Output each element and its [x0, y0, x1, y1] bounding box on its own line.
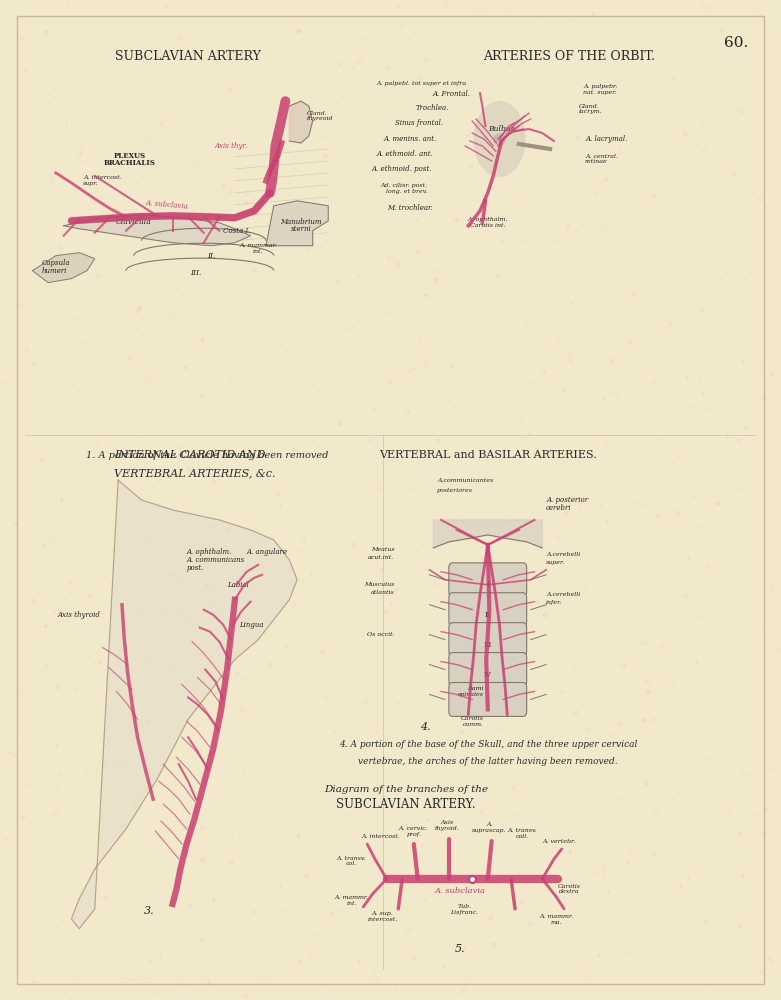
- Text: A.cerebelli: A.cerebelli: [546, 552, 580, 557]
- Polygon shape: [433, 520, 542, 548]
- Text: 60.: 60.: [724, 36, 748, 50]
- Text: Capsula: Capsula: [42, 259, 70, 267]
- FancyBboxPatch shape: [449, 623, 526, 657]
- Text: A. subclavia: A. subclavia: [145, 199, 189, 211]
- Text: Lingua: Lingua: [239, 621, 263, 629]
- FancyBboxPatch shape: [449, 653, 526, 686]
- Text: A. palpebl. tot super et infra: A. palpebl. tot super et infra: [376, 81, 467, 86]
- Text: Meatus: Meatus: [371, 547, 394, 552]
- FancyBboxPatch shape: [449, 682, 526, 716]
- Text: super.: super.: [546, 560, 565, 565]
- Text: ARTERIES OF THE ORBIT.: ARTERIES OF THE ORBIT.: [483, 50, 655, 63]
- Text: A. palpebr.
nat. super.: A. palpebr. nat. super.: [583, 84, 618, 95]
- Text: I: I: [487, 581, 489, 589]
- Text: A. intercost.: A. intercost.: [361, 834, 400, 839]
- Text: post.: post.: [187, 564, 204, 572]
- Text: BRACHIALIS: BRACHIALIS: [104, 159, 155, 167]
- Text: Costa I.: Costa I.: [223, 227, 251, 235]
- Text: Sinus frontal.: Sinus frontal.: [394, 119, 443, 127]
- Text: vertebrae, the arches of the latter having been removed.: vertebrae, the arches of the latter havi…: [358, 757, 618, 766]
- Text: INTERNAL CAROTID AND: INTERNAL CAROTID AND: [114, 450, 266, 460]
- Text: Trochlea.: Trochlea.: [415, 104, 449, 112]
- Text: A. angulare: A. angulare: [247, 548, 287, 556]
- Text: A. communicans: A. communicans: [187, 556, 245, 564]
- Text: Labial: Labial: [227, 581, 249, 589]
- Text: Tub.
Lisfranc.: Tub. Lisfranc.: [451, 904, 479, 915]
- Text: VERTEBRAL and BASILAR ARTERIES.: VERTEBRAL and BASILAR ARTERIES.: [379, 450, 597, 460]
- Text: III.: III.: [191, 269, 201, 277]
- Text: posteriores: posteriores: [437, 488, 473, 493]
- Text: A. mammr.
ma.: A. mammr. ma.: [539, 914, 573, 925]
- Text: A. vertebr.: A. vertebr.: [543, 839, 576, 844]
- Text: humeri: humeri: [42, 267, 67, 275]
- Text: A. ethmoid. ant.: A. ethmoid. ant.: [376, 150, 433, 158]
- Text: A. intercost.
supr.: A. intercost. supr.: [83, 175, 122, 186]
- Text: Manubrium: Manubrium: [280, 218, 322, 226]
- Text: Carotis
comm.: Carotis comm.: [461, 716, 484, 727]
- Text: Os occit.: Os occit.: [367, 632, 394, 637]
- Text: VERTEBRAL ARTERIES, &c.: VERTEBRAL ARTERIES, &c.: [114, 468, 276, 478]
- Text: A. subclavia: A. subclavia: [435, 887, 486, 895]
- Polygon shape: [266, 201, 328, 246]
- Text: Diagram of the branches of the: Diagram of the branches of the: [324, 785, 488, 794]
- Text: 4.: 4.: [420, 722, 431, 732]
- Text: Axis thyroid: Axis thyroid: [58, 611, 100, 619]
- Text: sterni: sterni: [291, 225, 312, 233]
- Text: II: II: [485, 611, 490, 619]
- Text: A. ethmoid. post.: A. ethmoid. post.: [371, 165, 432, 173]
- Text: 4. A portion of the base of the Skull, and the three upper cervical: 4. A portion of the base of the Skull, a…: [339, 740, 637, 749]
- Text: cerebri: cerebri: [546, 504, 572, 512]
- Text: A.communicantes: A.communicantes: [437, 478, 494, 483]
- Text: A.cerebelli: A.cerebelli: [546, 592, 580, 597]
- Text: 5.: 5.: [455, 944, 465, 954]
- FancyBboxPatch shape: [449, 593, 526, 627]
- Text: atlantis: atlantis: [371, 590, 394, 595]
- Text: IV: IV: [484, 671, 492, 679]
- Text: Bulbus: Bulbus: [488, 125, 515, 133]
- Text: A. cervic.
prof.: A. cervic. prof.: [399, 826, 429, 837]
- Text: Clavicula: Clavicula: [116, 218, 152, 226]
- Text: Rami
spinales: Rami spinales: [458, 686, 484, 697]
- Text: Axis thyr.: Axis thyr.: [214, 142, 248, 150]
- Text: Ad. cilisr. post.
long. et brev.: Ad. cilisr. post. long. et brev.: [380, 183, 428, 194]
- Text: PLEXUS: PLEXUS: [114, 152, 146, 160]
- Polygon shape: [289, 101, 312, 143]
- Text: A. transv.
col.: A. transv. col.: [337, 856, 366, 866]
- Text: SUBCLAVIAN ARTERY.: SUBCLAVIAN ARTERY.: [337, 798, 476, 811]
- Text: SUBCLAVIAN ARTERY: SUBCLAVIAN ARTERY: [116, 50, 261, 63]
- Text: acut.int.: acut.int.: [368, 555, 394, 560]
- Polygon shape: [63, 215, 251, 246]
- Text: A. ophthalm.: A. ophthalm.: [187, 548, 232, 556]
- Text: A. central.
retinae: A. central. retinae: [585, 154, 618, 164]
- Text: III: III: [483, 641, 492, 649]
- Text: A. posterior: A. posterior: [546, 496, 588, 504]
- Text: A. Frontal.: A. Frontal.: [433, 90, 471, 98]
- Text: Carotis
dextra: Carotis dextra: [558, 884, 581, 894]
- Text: infer.: infer.: [546, 600, 562, 605]
- Text: A. mammr.
int.: A. mammr. int.: [334, 895, 369, 906]
- Text: Axis
thyroid.: Axis thyroid.: [435, 820, 460, 831]
- Text: Gland.
thyreoid: Gland. thyreoid: [306, 111, 333, 121]
- Text: A. mammar.
int.: A. mammar. int.: [239, 243, 277, 254]
- Text: 1. A portion of the Clavicle having been removed: 1. A portion of the Clavicle having been…: [87, 451, 329, 460]
- Text: II.: II.: [207, 252, 216, 260]
- Text: A. sup.
intercost.: A. sup. intercost.: [368, 911, 398, 922]
- Ellipse shape: [474, 102, 525, 176]
- Polygon shape: [71, 480, 297, 929]
- Text: Gland.
lacrym.: Gland. lacrym.: [579, 104, 602, 114]
- FancyBboxPatch shape: [449, 563, 526, 597]
- Text: A. transv.
coll.: A. transv. coll.: [508, 828, 537, 839]
- Text: A. ophthalm.
Carotis int.: A. ophthalm. Carotis int.: [468, 217, 508, 228]
- Text: A. lacrymal.: A. lacrymal.: [585, 135, 627, 143]
- Text: A.
suprascap.: A. suprascap.: [472, 822, 507, 833]
- Text: M. trochlear.: M. trochlear.: [387, 204, 433, 212]
- Polygon shape: [33, 253, 95, 283]
- Text: 3.: 3.: [144, 906, 155, 916]
- Text: Musculus: Musculus: [364, 582, 394, 587]
- Text: A. menins. ant.: A. menins. ant.: [383, 135, 437, 143]
